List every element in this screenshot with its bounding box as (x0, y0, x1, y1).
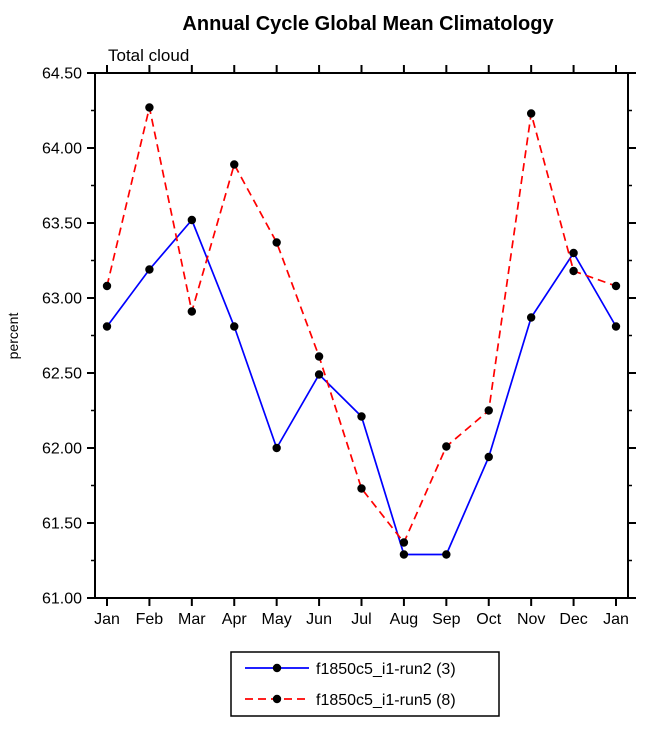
x-tick-label: Aug (390, 611, 418, 628)
x-tick-label: Apr (222, 611, 248, 628)
y-tick-label: 63.00 (42, 291, 82, 308)
x-tick-label: Oct (476, 611, 501, 628)
x-tick-label: Sep (432, 611, 461, 628)
data-point-marker (314, 352, 324, 361)
data-point-marker (399, 538, 409, 547)
data-point-marker (357, 484, 366, 493)
series-line-0 (106, 218, 617, 556)
data-point-marker (442, 550, 451, 559)
data-point-marker (272, 443, 281, 453)
data-point-marker (230, 322, 239, 331)
y-tick-label: 62.00 (42, 441, 82, 458)
y-axis-label: percent (5, 313, 21, 360)
data-point-marker (442, 442, 451, 451)
y-tick-label: 61.50 (42, 516, 82, 533)
legend-box (230, 651, 500, 717)
data-point-marker (526, 109, 536, 118)
x-tick-label: Jan (94, 611, 120, 628)
data-point-marker (272, 238, 281, 247)
series-line-1 (106, 107, 617, 545)
data-point-marker (526, 313, 536, 322)
y-tick-label: 61.00 (42, 591, 82, 608)
y-tick-label: 64.50 (42, 66, 82, 83)
x-tick-label: Jan (603, 611, 629, 628)
data-point-marker (569, 266, 578, 276)
x-tick-label: Jul (351, 611, 371, 628)
legend: f1850c5_i1-run2 (3) f1850c5_i1-run5 (8) (230, 651, 500, 717)
x-tick-label: Feb (136, 611, 164, 628)
x-tick-label: May (262, 611, 292, 628)
data-point-marker (484, 452, 493, 462)
legend-marker-run2 (272, 663, 282, 673)
x-tick-label: Jun (306, 611, 332, 628)
data-point-marker (569, 248, 578, 258)
data-point-marker (611, 322, 621, 331)
legend-label-run5: f1850c5_i1-run5 (8) (316, 692, 456, 709)
x-tick-label: Mar (178, 611, 206, 628)
x-tick-label: Nov (517, 611, 545, 628)
plot-frame (94, 72, 629, 599)
data-point-marker (484, 406, 493, 415)
legend-marker-run5 (272, 694, 282, 704)
legend-label-run2: f1850c5_i1-run2 (3) (316, 661, 456, 678)
data-point-marker (230, 160, 239, 169)
data-point-marker (611, 281, 621, 291)
y-tick-label: 63.50 (42, 216, 82, 233)
data-point-marker (357, 412, 366, 421)
y-tick-label: 64.00 (42, 141, 82, 158)
data-point-marker (102, 322, 112, 331)
plot-contents: 61.00 61.50 62.00 62.50 63.00 63.50 64.00 64.50… (42, 65, 636, 628)
chart-title: Annual Cycle Global Mean Climatology (182, 13, 554, 35)
data-point-marker (187, 307, 197, 316)
x-tick-label: Dec (559, 611, 587, 628)
data-point-marker (145, 103, 154, 112)
data-point-marker (399, 550, 409, 559)
chart-subtitle: Total cloud (108, 46, 189, 65)
y-tick-label: 62.50 (42, 366, 82, 383)
data-point-marker (145, 265, 154, 274)
data-point-marker (187, 215, 197, 225)
data-point-marker (314, 370, 324, 379)
data-point-marker (102, 281, 112, 291)
